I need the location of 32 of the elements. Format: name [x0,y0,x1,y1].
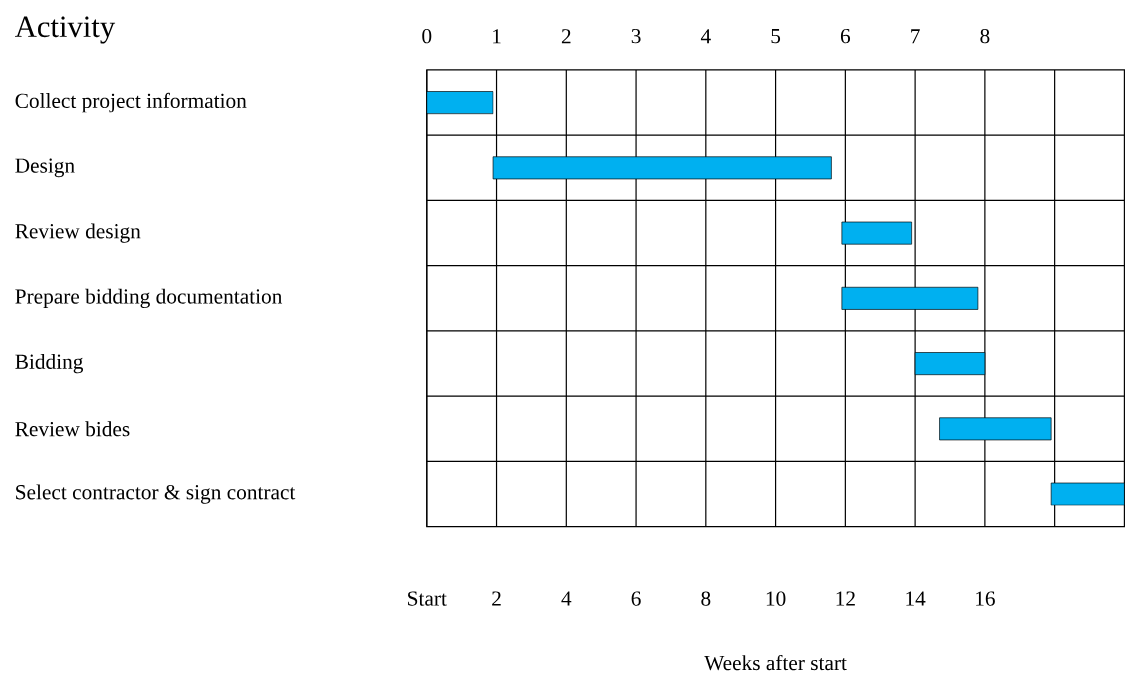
x2-tick-label: 0 [422,29,432,44]
bar [841,221,912,245]
x-tick-label: 12 [836,591,855,606]
x-tick-label: Start [408,591,447,606]
x-tick-label: 10 [766,591,786,606]
x-tick-label: 16 [976,591,995,606]
x2-tick-label: 7 [911,29,920,44]
y-tick-label: Review bides [15,421,130,437]
bar [841,287,979,310]
x-tick-label: 4 [561,591,572,606]
x-tick-label: 2 [492,591,501,606]
x-axis-title: Weeks after start [704,655,847,671]
x2-tick-label: 4 [700,29,711,44]
x2-tick-label: 2 [561,29,571,44]
y-tick-label: Select contractor & sign contract [16,484,296,504]
bar [939,417,1052,441]
x2-tick-label: 6 [840,29,851,44]
x-tick-label: 6 [631,591,641,606]
x-tick-label: 8 [701,591,711,606]
x2-tick-label: 1 [493,29,501,44]
y-tick-label: Design [15,158,75,178]
bar [492,156,832,180]
x2-tick-label: 3 [631,29,641,44]
x-tick-label: 14 [906,591,926,606]
y-tick-label: Collect project information [15,92,247,113]
x2-tick-label: 5 [771,29,781,44]
y-tick-label: Bidding [15,354,84,374]
bar [914,352,986,376]
y-axis-title: Activity [15,16,116,44]
y-tick-label: Prepare bidding documentation [15,288,283,309]
y-tick-label: Review design [15,223,141,243]
x2-tick-label: 8 [980,29,990,44]
